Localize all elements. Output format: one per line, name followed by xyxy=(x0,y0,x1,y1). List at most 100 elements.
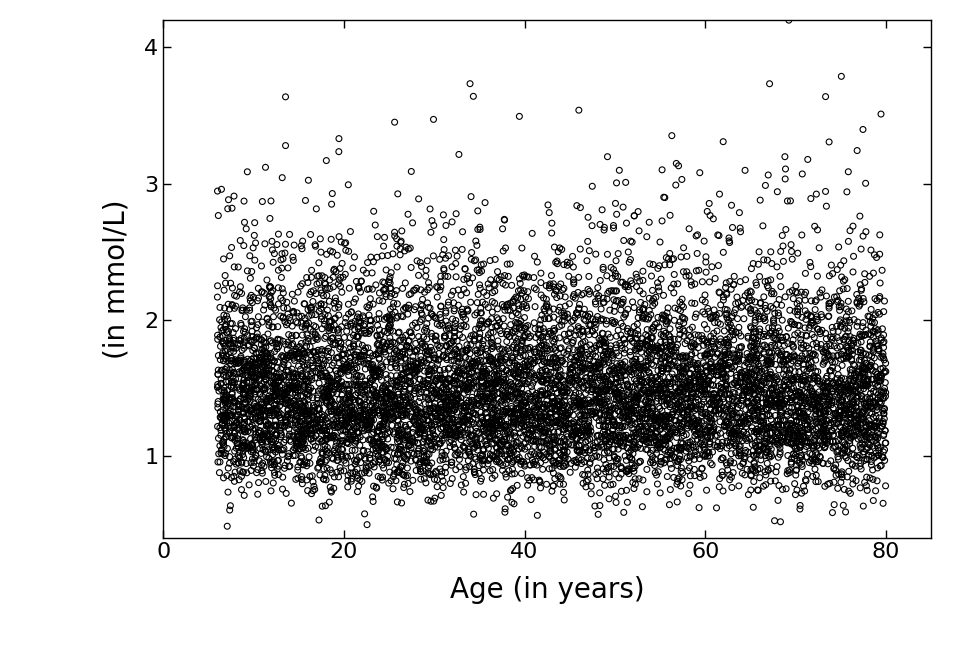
Point xyxy=(859,472,875,482)
Point xyxy=(692,438,708,449)
Point xyxy=(540,302,556,312)
Point xyxy=(605,273,620,284)
Point xyxy=(474,397,490,408)
Point xyxy=(341,308,356,319)
Point xyxy=(462,372,477,382)
Point xyxy=(397,245,413,256)
Point xyxy=(517,378,533,389)
Point xyxy=(652,385,667,396)
Point xyxy=(268,381,283,392)
Point xyxy=(462,412,477,423)
Point xyxy=(704,362,719,372)
Point xyxy=(324,453,340,464)
Point xyxy=(507,431,522,442)
Point xyxy=(318,391,333,402)
Point xyxy=(280,420,296,431)
Point xyxy=(813,409,828,419)
Point xyxy=(821,311,836,322)
Point xyxy=(593,397,609,408)
Point xyxy=(535,365,550,376)
Point xyxy=(293,437,308,448)
Point xyxy=(740,370,756,380)
Point xyxy=(514,468,529,479)
Point xyxy=(784,285,800,296)
Point xyxy=(803,422,818,433)
Point xyxy=(590,509,606,519)
Point xyxy=(597,429,612,439)
Point xyxy=(638,376,654,387)
Point xyxy=(320,283,335,294)
Point xyxy=(671,444,686,455)
Point xyxy=(331,351,347,362)
Point xyxy=(314,456,329,466)
Point xyxy=(476,364,492,374)
Point xyxy=(786,433,802,444)
Point xyxy=(348,316,363,327)
Point xyxy=(777,340,792,351)
Point xyxy=(552,417,567,428)
Point xyxy=(608,388,623,399)
Point xyxy=(494,355,510,366)
Point xyxy=(361,461,376,472)
Point xyxy=(288,403,303,413)
Point xyxy=(763,463,779,474)
Point xyxy=(676,417,691,427)
Point xyxy=(548,416,564,427)
Point xyxy=(612,368,628,378)
Point xyxy=(844,409,859,420)
Point xyxy=(334,376,349,387)
Point xyxy=(241,480,256,491)
Point xyxy=(426,496,442,507)
Point xyxy=(657,259,672,270)
Point xyxy=(435,435,450,446)
Point xyxy=(512,452,527,463)
Point xyxy=(429,335,444,346)
Point xyxy=(514,441,529,452)
Point xyxy=(826,403,841,414)
Point xyxy=(403,362,419,372)
Point xyxy=(796,371,811,382)
Point xyxy=(389,380,404,390)
Point xyxy=(747,332,762,343)
Point xyxy=(565,410,581,421)
Point xyxy=(623,350,638,361)
Point xyxy=(467,452,482,462)
Point xyxy=(480,346,495,357)
Point xyxy=(631,390,646,401)
Point xyxy=(336,349,351,360)
Point xyxy=(463,339,478,350)
Point xyxy=(737,366,753,377)
Point xyxy=(673,421,688,431)
Point xyxy=(364,374,379,384)
Point xyxy=(814,417,829,428)
Point xyxy=(222,505,237,515)
Point xyxy=(732,480,747,491)
Point xyxy=(447,415,463,425)
Point xyxy=(759,448,775,458)
Point xyxy=(596,398,612,409)
Point xyxy=(283,397,299,408)
Point xyxy=(334,383,349,394)
Point xyxy=(703,397,718,408)
Point xyxy=(749,395,764,406)
Point xyxy=(555,316,570,327)
Point xyxy=(281,329,297,340)
Point xyxy=(636,383,651,394)
Point xyxy=(672,397,687,408)
Point xyxy=(226,377,241,388)
Point xyxy=(686,464,702,475)
Point xyxy=(664,341,680,352)
Point xyxy=(870,376,885,386)
Point xyxy=(774,300,789,310)
Point xyxy=(371,405,386,416)
Point xyxy=(299,368,314,379)
Point xyxy=(872,375,887,386)
Point xyxy=(472,453,488,464)
Point xyxy=(424,422,440,433)
Point xyxy=(354,419,370,430)
Point xyxy=(402,383,418,394)
Point xyxy=(763,414,779,425)
Point xyxy=(877,455,893,466)
Point xyxy=(477,392,492,403)
Point xyxy=(857,329,873,340)
